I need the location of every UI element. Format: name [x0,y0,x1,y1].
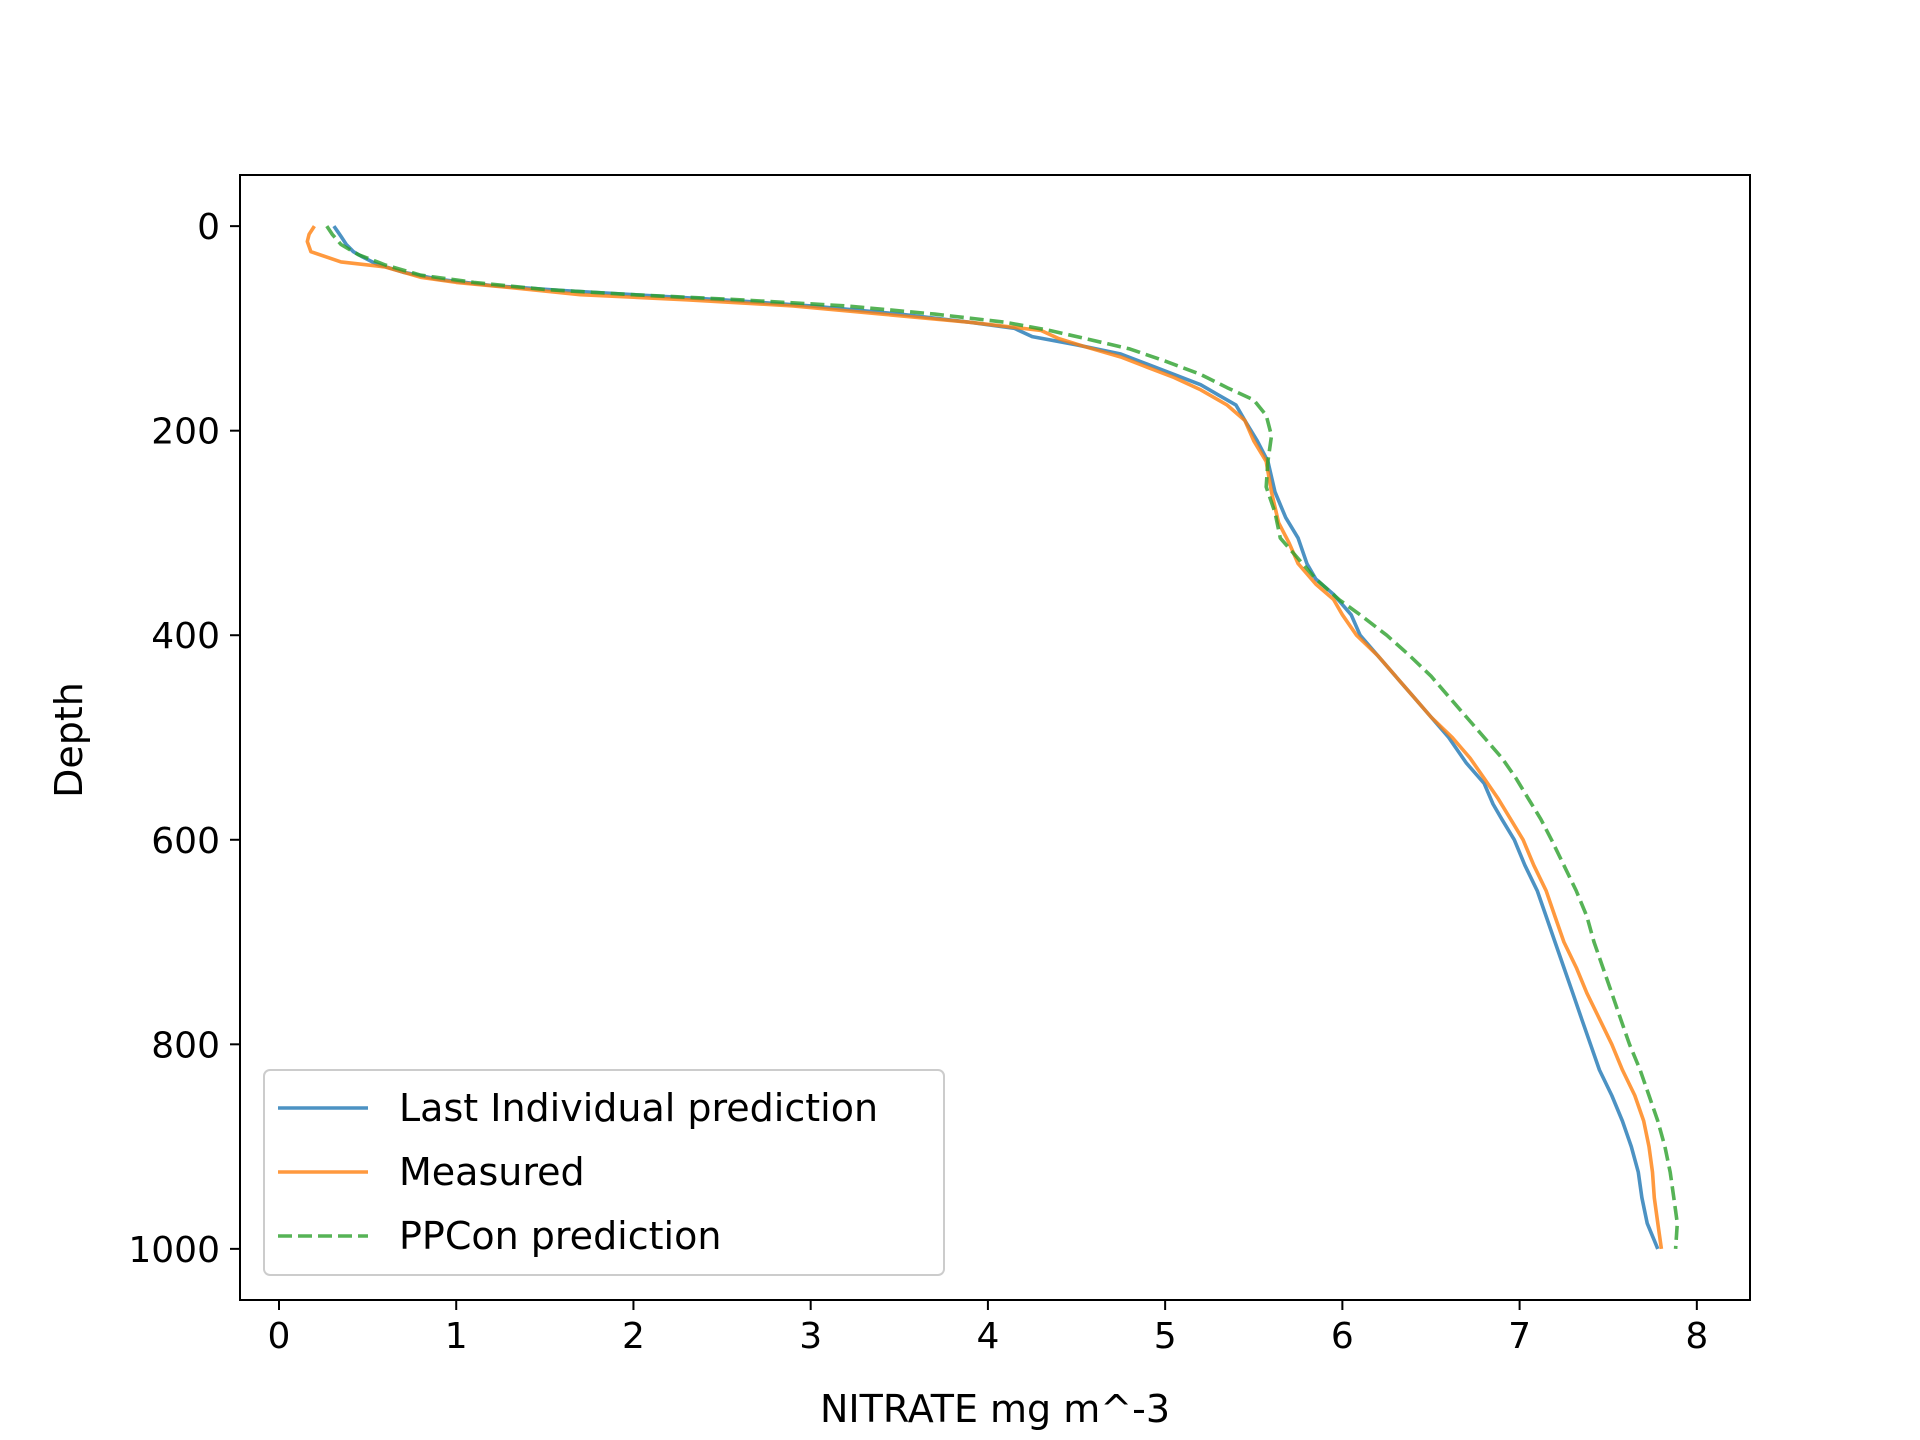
x-tick-label: 1 [445,1316,468,1357]
x-tick-label: 3 [799,1316,822,1357]
legend: Last Individual prediction Measured PPCon … [263,1069,945,1276]
x-tick-label: 7 [1508,1316,1531,1357]
y-tick-label: 0 [197,207,220,248]
x-axis: 0 1 2 3 4 5 6 7 8 [268,1300,1708,1357]
x-tick-label: 2 [622,1316,645,1357]
series-layer [305,225,1680,1250]
legend-label-2: Measured [399,1150,585,1194]
x-axis-label: NITRATE mg m^-3 [820,1387,1170,1431]
series-line-3 [325,225,1680,1250]
y-tick-label: 800 [151,1025,220,1066]
axes-frame [239,174,1751,1301]
y-tick-label: 1000 [128,1230,220,1271]
legend-label-1: Last Individual prediction [399,1086,878,1130]
x-tick-label: 4 [976,1316,999,1357]
y-tick-label: 200 [151,412,220,453]
y-axis: 0 200 400 600 800 1000 [128,207,240,1271]
y-tick-label: 600 [151,821,220,862]
x-tick-label: 8 [1685,1316,1708,1357]
x-tick-label: 5 [1154,1316,1177,1357]
y-axis-label: Depth [47,682,91,798]
legend-box [263,1069,945,1276]
legend-label-3: PPCon prediction [399,1214,721,1258]
series-line-2 [305,225,1664,1250]
y-tick-label: 400 [151,616,220,657]
x-tick-label: 0 [268,1316,291,1357]
x-tick-label: 6 [1331,1316,1354,1357]
